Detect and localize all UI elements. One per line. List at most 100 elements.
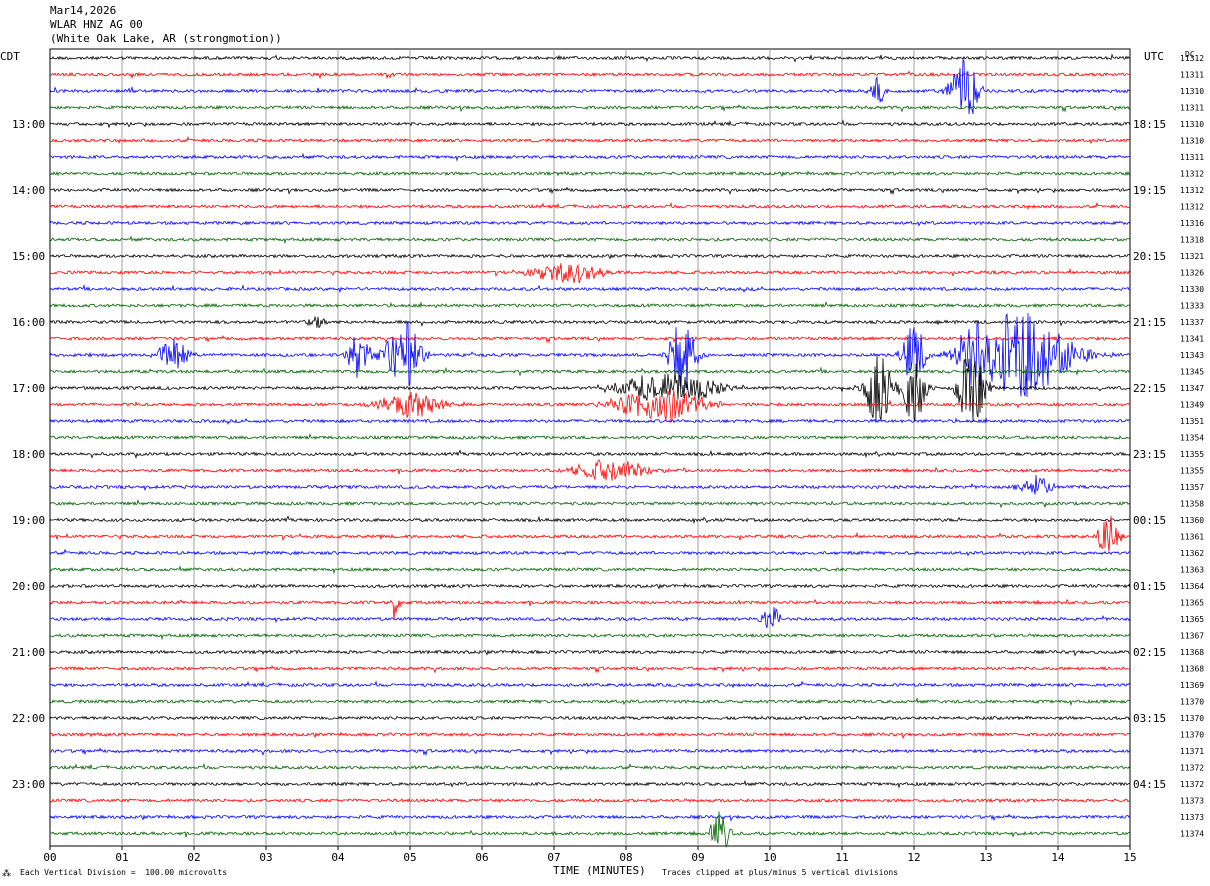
dc-offset-label: 11312 [1180, 170, 1204, 179]
dc-offset-label: 11358 [1180, 500, 1204, 509]
x-axis-title: TIME (MINUTES) [553, 864, 646, 877]
x-tick-label: 14 [1051, 851, 1065, 864]
dc-offset-label: 11367 [1180, 632, 1204, 641]
seismic-trace [49, 283, 1131, 294]
seismic-trace [49, 515, 1131, 552]
right-hour-label: 01:15 [1133, 580, 1166, 593]
scale-note: Each Vertical Division = 100.00 microvol… [20, 868, 228, 877]
seismic-trace [49, 747, 1131, 757]
left-hour-label: 22:00 [12, 712, 45, 725]
x-tick-label: 13 [979, 851, 992, 864]
dc-offset-label: 11312 [1180, 54, 1204, 63]
left-hour-label: 15:00 [12, 250, 45, 263]
left-hour-label: 19:00 [12, 514, 45, 527]
dc-offset-label: 11326 [1180, 269, 1204, 278]
seismic-trace [49, 355, 1131, 422]
x-tick-label: 09 [691, 851, 704, 864]
dc-offset-label: 11369 [1180, 681, 1204, 690]
seismic-traces [49, 53, 1131, 848]
right-timezone-label: UTC [1144, 50, 1164, 63]
seismic-trace [49, 201, 1131, 211]
seismic-trace [50, 70, 1131, 80]
dc-offset-label: 11370 [1180, 731, 1204, 740]
dc-offset-label: 11351 [1180, 417, 1204, 426]
seismic-trace [49, 648, 1131, 657]
dc-offset-label: 11368 [1180, 665, 1204, 674]
dc-offset-label: 11373 [1180, 813, 1204, 822]
dc-offset-label: 11357 [1180, 483, 1204, 492]
seismic-trace [49, 135, 1131, 145]
dc-offset-label: 11310 [1180, 120, 1204, 129]
x-tick-label: 06 [475, 851, 488, 864]
dc-offset-label: 11362 [1180, 549, 1204, 558]
seismic-trace [49, 598, 1131, 620]
seismic-trace [49, 811, 1131, 848]
right-hour-label: 03:15 [1133, 712, 1166, 725]
dc-offset-label: 11333 [1180, 302, 1204, 311]
seismic-trace [49, 390, 1131, 424]
seismic-trace [49, 119, 1131, 129]
seismic-trace [49, 548, 1131, 557]
seismic-trace [49, 731, 1131, 740]
seismic-trace [49, 715, 1131, 721]
clip-note: Traces clipped at plus/minus 5 vertical … [662, 868, 899, 877]
dc-offset-label: 11355 [1180, 450, 1204, 459]
seismic-trace [49, 680, 1131, 689]
x-tick-label: 05 [403, 851, 416, 864]
header-date: Mar14,2026 [50, 4, 117, 17]
dc-offset-label: 11312 [1180, 186, 1204, 195]
dc-offset-label: 11347 [1180, 384, 1204, 393]
right-hour-label: 21:15 [1133, 316, 1166, 329]
seismic-trace [49, 235, 1131, 245]
seismic-trace [49, 252, 1131, 260]
left-hour-label: 13:00 [12, 118, 45, 131]
seismic-trace [49, 582, 1131, 590]
seismic-trace [49, 263, 1131, 284]
dc-offset-label: 11310 [1180, 137, 1204, 146]
seismic-trace [49, 312, 1131, 398]
seismic-trace [49, 515, 1131, 525]
header-station: WLAR HNZ AG 00 [50, 18, 143, 31]
right-hour-label: 00:15 [1133, 514, 1166, 527]
dc-offset-label: 11316 [1180, 219, 1204, 228]
seismic-trace [49, 220, 1131, 227]
dc-offset-label: 11370 [1180, 698, 1204, 707]
dc-offset-label: 11372 [1180, 764, 1204, 773]
dc-offset-label: 11337 [1180, 318, 1204, 327]
dc-offset-label: 11371 [1180, 747, 1204, 756]
right-hour-label: 18:15 [1133, 118, 1166, 131]
dc-offset-label: 11365 [1180, 615, 1204, 624]
seismic-trace [49, 152, 1131, 162]
seismic-trace [49, 170, 1131, 178]
right-hour-label: 19:15 [1133, 184, 1166, 197]
x-tick-label: 04 [331, 851, 345, 864]
dc-offset-label: 11341 [1180, 335, 1204, 344]
dc-offset-label: 11311 [1180, 71, 1204, 80]
x-tick-label: 12 [907, 851, 920, 864]
left-timezone-label: CDT [0, 50, 20, 63]
dc-offset-label: 11321 [1180, 252, 1204, 261]
right-hour-label: 20:15 [1133, 250, 1166, 263]
dc-offset-label: 11330 [1180, 285, 1204, 294]
seismic-trace [49, 665, 1131, 674]
right-hour-label: 23:15 [1133, 448, 1166, 461]
seismic-trace [49, 433, 1131, 441]
seismic-trace [49, 315, 1131, 329]
x-tick-label: 10 [763, 851, 776, 864]
axis-labels: 13:00 14:00 15:00 16:00 17:00 18:00 19:00 20:00… [12, 54, 1204, 864]
seismic-trace [49, 813, 1131, 822]
dc-offset-label: 11363 [1180, 566, 1204, 575]
seismic-trace [49, 449, 1131, 459]
left-hour-label: 21:00 [12, 646, 45, 659]
x-tick-label: 08 [619, 851, 632, 864]
seismic-trace [49, 475, 1131, 495]
seismic-trace [49, 186, 1131, 196]
seismic-trace [49, 416, 1130, 425]
x-tick-label: 11 [835, 851, 848, 864]
dc-offset-label: 11370 [1180, 714, 1204, 723]
dc-offset-label: 11311 [1180, 104, 1204, 113]
dc-offset-label: 11318 [1180, 236, 1204, 245]
dc-offset-label: 11310 [1180, 87, 1204, 96]
seismic-trace [49, 459, 1131, 481]
header-location: (White Oak Lake, AR (strongmotion)) [50, 32, 282, 45]
